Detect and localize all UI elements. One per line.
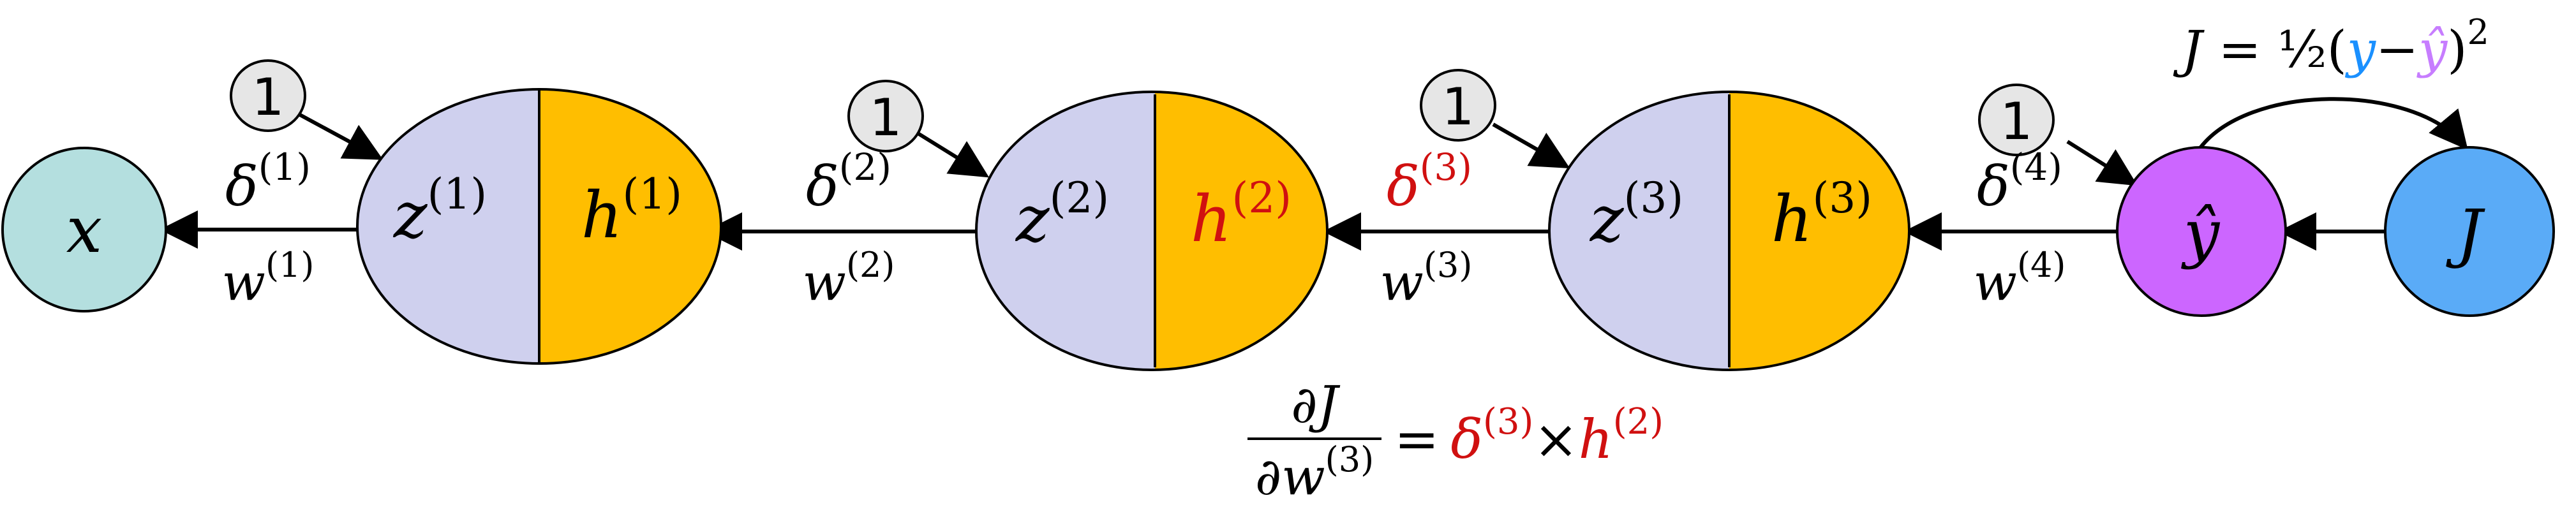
cost-formula: J = ½(y−ŷ)2 — [2173, 12, 2489, 79]
w-4-label: w(4) — [1974, 245, 2066, 312]
layer-1-node: z(1) h(1) — [356, 88, 722, 365]
layer-2-z-label: z(2) — [1015, 173, 1109, 256]
cost-node: J — [2384, 146, 2555, 317]
w-1-label: w(1) — [222, 245, 315, 312]
layer-1-h-label: h(1) — [581, 170, 682, 253]
bias-label-3: 1 — [1442, 77, 1475, 136]
layer-2-h-label: h(2) — [1191, 173, 1292, 256]
layer-3-h-label: h(3) — [1771, 173, 1872, 256]
bias-arrow-3 — [1492, 122, 1570, 168]
gradient-numerator: ∂J — [1291, 375, 1340, 434]
gradient-rhs: = δ(3)×h(2) — [1394, 401, 1664, 471]
layer-2-node: z(2) h(2) — [975, 91, 1329, 371]
delta-2-label: δ(2) — [806, 145, 891, 219]
bias-node-3: 1 — [1420, 69, 1496, 142]
bias-label-1: 1 — [252, 68, 285, 127]
edge-yhat-to-cost — [2196, 97, 2468, 152]
gradient-denominator: ∂w(3) — [1255, 439, 1374, 506]
bias-arrow-4 — [2066, 140, 2138, 186]
output-node: ŷ — [2116, 146, 2287, 317]
bias-label-4: 1 — [2000, 92, 2033, 151]
input-node: x — [1, 147, 167, 312]
delta-1-label: δ(1) — [225, 145, 311, 219]
bias-node-2: 1 — [847, 80, 924, 152]
layer-1-z-label: z(1) — [393, 170, 487, 253]
bias-node-4: 1 — [1978, 84, 2055, 156]
input-node-label: x — [66, 193, 102, 267]
w-2-label: w(2) — [803, 245, 895, 312]
gradient-formula: ∂J ∂w(3) = δ(3)×h(2) — [1247, 375, 1664, 506]
delta-4-label: δ(4) — [1977, 145, 2062, 219]
bias-arrow-2 — [918, 132, 990, 178]
bias-label-2: 1 — [870, 88, 902, 147]
output-node-label: ŷ — [2181, 196, 2221, 270]
layer-3-z-label: z(3) — [1590, 173, 1683, 256]
layer-3-node: z(3) h(3) — [1548, 91, 1910, 371]
bias-node-1: 1 — [230, 59, 306, 132]
delta-3-label: δ(3) — [1387, 145, 1472, 219]
w-3-label: w(3) — [1380, 245, 1473, 312]
bias-arrow-1 — [299, 113, 383, 160]
